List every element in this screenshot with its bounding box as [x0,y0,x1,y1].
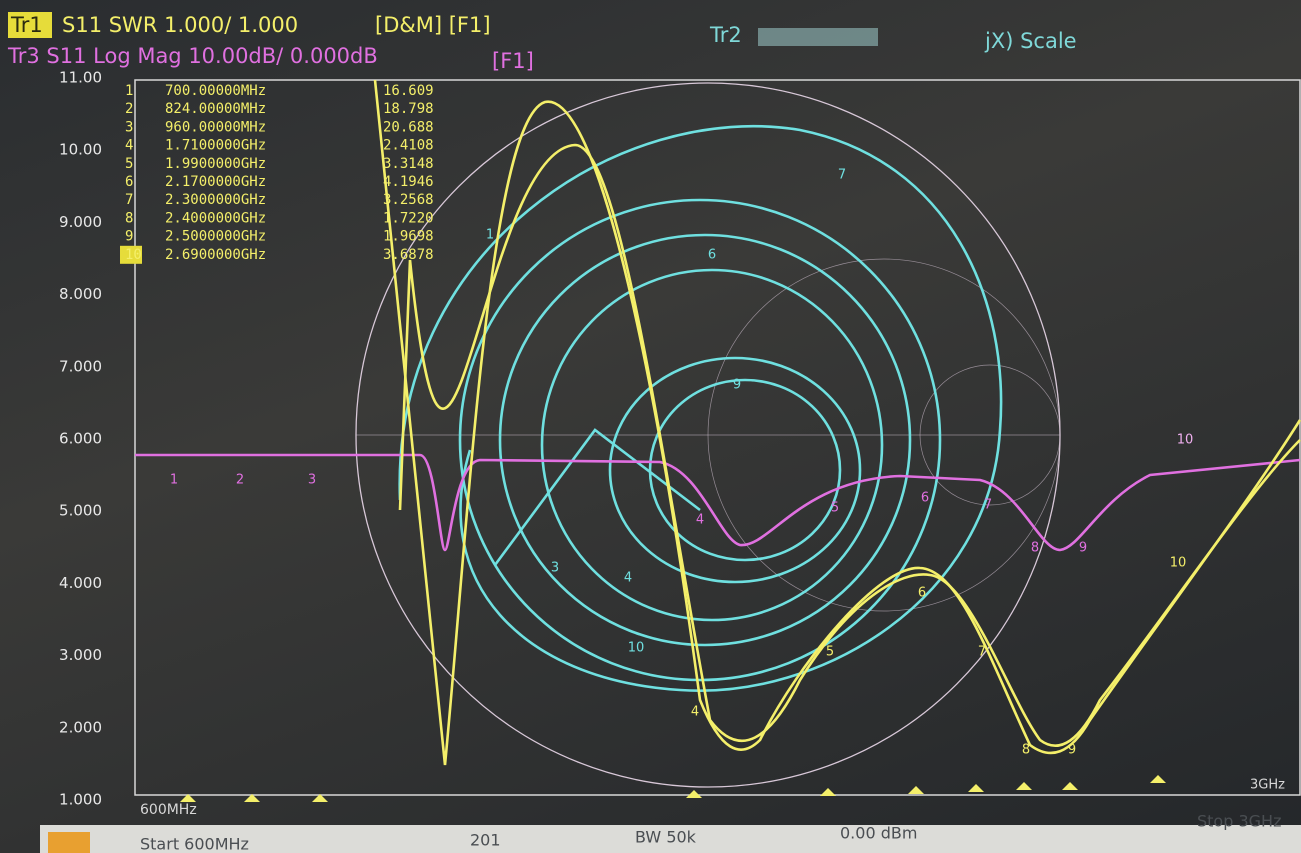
tr1-flags: [D&M] [F1] [375,13,491,37]
logmag-marker-label: 1 [170,473,178,488]
footer-bar [40,825,1301,853]
smith-marker-label: 3 [551,561,559,576]
marker-labels: 1 2 3 4 5 6 7 8 9 10 4 5 6 7 8 9 10 1 3 4 6 7 9 10 [170,168,1193,758]
marker-number: 9 [125,229,133,245]
marker-frequency: 960.00000MHz [165,119,266,135]
y-tick-label: 6.000 [59,430,102,448]
logmag-marker-label: 2 [236,473,244,488]
smith-marker-label: 10 [628,641,645,656]
y-tick-label: 4.000 [59,574,102,592]
tr1-label: Tr1 [10,13,43,37]
marker-number: 3 [125,119,133,135]
marker-value: 3.3148 [383,156,434,172]
logmag-marker-label: 5 [831,501,839,516]
smith-marker-label: 6 [708,248,716,263]
swr-marker-label: 7 [978,645,986,660]
logmag-marker-label: 4 [696,513,704,528]
marker-value: 4.1946 [383,174,434,190]
y-tick-label: 3.000 [59,646,102,664]
y-tick-label: 5.000 [59,502,102,520]
swr-marker-label: 10 [1170,556,1187,571]
marker-frequency: 824.00000MHz [165,101,266,117]
marker-frequency: 1.7100000GHz [165,138,266,154]
tr3-format: Tr3 S11 Log Mag 10.00dB/ 0.000dB [7,44,378,68]
active-marker-badge [120,245,142,264]
marker-number: 4 [125,138,133,154]
marker-value: 16.609 [383,83,434,99]
y-tick-label: 2.000 [59,718,102,736]
tr2-blur [758,28,878,46]
swr-marker-label: 4 [691,705,699,720]
marker-value: 20.688 [383,119,434,135]
smith-marker-label: 1 [486,228,494,243]
y-tick-label: 8.000 [59,285,102,303]
smith-marker-label: 7 [838,168,846,183]
tr2-scale: jX) Scale [984,29,1077,53]
y-tick-label: 7.000 [59,357,102,375]
marker-value: 1.7220 [383,210,434,226]
logmag-trace [135,453,1301,552]
marker-table: 1 700.00000MHz 16.609 2 824.00000MHz 18.798 3 9… [120,83,434,264]
tr1-format: S11 SWR 1.000/ 1.000 [62,13,298,37]
swr-marker-label: 6 [918,586,926,601]
marker-number: 8 [125,210,133,226]
smith-chart [355,82,1061,788]
marker-value: 18.798 [383,101,434,117]
marker-value: 1.9698 [383,229,434,245]
x-start-label: 600MHz [140,802,197,818]
swr-marker-label: 5 [826,645,834,660]
y-tick-label: 10.00 [59,141,102,159]
marker-value: 3.2568 [383,192,434,208]
marker-number: 6 [125,174,133,190]
marker-number: 2 [125,101,133,117]
marker-frequency: 2.3000000GHz [165,192,266,208]
y-tick-label: 1.000 [59,791,102,809]
tr3-flags: [F1] [492,49,534,73]
smith-marker-label: 4 [624,571,632,586]
marker-frequency: 2.5000000GHz [165,229,266,245]
marker-frequency: 700.00000MHz [165,83,266,99]
marker-number: 7 [125,192,133,208]
logmag-marker-label: 3 [308,473,316,488]
marker-frequency: 1.9900000GHz [165,156,266,172]
smith-marker-label: 9 [733,378,741,393]
footer-power: 0.00 dBm [840,824,917,843]
ch-badge [48,832,90,853]
impedance-trace [398,124,1003,692]
swr-trace [373,79,1301,766]
footer-points: 201 [470,831,501,850]
marker-value: 3.6878 [383,247,434,263]
y-axis: 11.00 10.00 9.000 8.000 7.000 6.000 5.000 4.000… [59,69,102,809]
footer-stop: Stop 3GHz [1197,812,1281,831]
marker-frequency: 2.1700000GHz [165,174,266,190]
logmag-marker-label: 8 [1031,541,1039,556]
tr1-badge [8,12,52,38]
y-tick-label: 11.00 [59,69,102,87]
marker-frequency: 2.6900000GHz [165,247,266,263]
y-tick-label: 9.000 [59,213,102,231]
stimulus-triangles [180,775,1166,802]
marker-number: 1 [125,83,133,99]
logmag-marker-label: 6 [921,491,929,506]
footer-start: Start 600MHz [140,835,249,853]
marker-frequency: 2.4000000GHz [165,210,266,226]
marker-number: 5 [125,156,133,172]
swr-marker-label: 9 [1068,743,1076,758]
logmag-marker-label: 9 [1079,541,1087,556]
logmag-marker-label: 7 [984,498,992,513]
footer-bw: BW 50k [635,828,697,847]
tr2-label: Tr2 [709,23,742,47]
marker-value: 2.4108 [383,138,434,154]
marker-number: 10 [125,247,142,263]
plot-frame [134,79,1301,796]
swr-marker-label: 8 [1022,743,1030,758]
logmag-marker-label: 10 [1177,433,1194,448]
x-stop-label: 3GHz [1250,778,1285,793]
